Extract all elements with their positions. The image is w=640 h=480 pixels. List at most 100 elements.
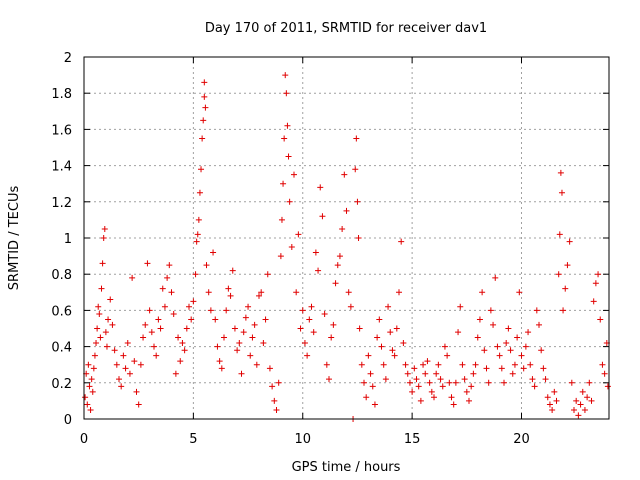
- y-tick-label: 0.8: [51, 268, 72, 283]
- data-point: [385, 303, 392, 310]
- data-point: [365, 352, 372, 359]
- data-point: [247, 352, 254, 359]
- data-point: [371, 401, 378, 408]
- y-tick-label: 0.6: [51, 304, 72, 319]
- data-point: [601, 370, 608, 377]
- data-point: [356, 325, 363, 332]
- data-point: [424, 358, 431, 365]
- data-point: [544, 394, 551, 401]
- data-point: [428, 388, 435, 395]
- data-point: [161, 303, 168, 310]
- data-point: [278, 216, 285, 223]
- data-point: [216, 358, 223, 365]
- data-point: [135, 401, 142, 408]
- data-point: [124, 339, 131, 346]
- data-point: [200, 117, 207, 124]
- data-point: [299, 307, 306, 314]
- data-point: [111, 347, 118, 354]
- data-point: [236, 339, 243, 346]
- data-point: [509, 370, 516, 377]
- data-point: [205, 289, 212, 296]
- data-point: [312, 249, 319, 256]
- data-point: [562, 285, 569, 292]
- data-point: [531, 383, 538, 390]
- data-point: [339, 225, 346, 232]
- data-point: [153, 352, 160, 359]
- data-point: [551, 388, 558, 395]
- x-axis-label: GPS time / hours: [292, 460, 401, 475]
- data-point: [514, 334, 521, 341]
- data-point: [446, 379, 453, 386]
- data-point: [380, 361, 387, 368]
- data-point: [218, 365, 225, 372]
- data-point: [516, 289, 523, 296]
- data-point: [472, 361, 479, 368]
- data-point: [306, 316, 313, 323]
- data-point: [343, 207, 350, 214]
- data-point: [529, 376, 536, 383]
- data-point: [503, 339, 510, 346]
- data-point: [378, 343, 385, 350]
- data-point: [391, 352, 398, 359]
- data-point: [435, 361, 442, 368]
- data-point: [210, 249, 217, 256]
- data-point: [116, 376, 122, 383]
- data-point: [415, 383, 422, 390]
- data-point: [258, 289, 265, 296]
- data-point: [459, 361, 466, 368]
- data-point: [457, 303, 464, 310]
- data-point: [452, 379, 459, 386]
- data-point: [352, 166, 359, 173]
- data-point: [91, 352, 98, 359]
- data-point: [347, 303, 354, 310]
- data-point: [498, 365, 505, 372]
- data-point: [271, 397, 278, 404]
- data-point: [468, 383, 475, 390]
- data-point: [411, 365, 418, 372]
- data-point: [330, 321, 337, 328]
- data-point: [441, 343, 448, 350]
- data-point: [353, 135, 360, 142]
- data-point: [571, 406, 577, 413]
- y-tick-label: 1.4: [51, 160, 72, 175]
- y-tick-label: 0.2: [51, 377, 72, 392]
- data-point: [455, 329, 462, 336]
- data-point: [494, 343, 501, 350]
- data-point: [540, 365, 547, 372]
- y-tick-label: 1.8: [51, 87, 72, 102]
- x-tick-label: 0: [80, 432, 88, 447]
- data-point: [280, 180, 287, 187]
- data-point: [242, 314, 249, 321]
- data-point: [584, 394, 591, 401]
- data-point: [249, 334, 256, 341]
- data-point: [358, 361, 365, 368]
- data-point: [155, 316, 162, 323]
- data-point: [264, 271, 271, 278]
- data-point: [367, 370, 374, 377]
- data-point: [308, 303, 315, 310]
- data-point: [196, 189, 203, 196]
- data-point: [90, 365, 97, 372]
- data-point: [201, 93, 208, 100]
- data-point: [387, 329, 394, 336]
- data-point: [227, 292, 234, 299]
- data-point: [382, 376, 389, 383]
- data-point: [133, 388, 140, 395]
- y-axis-label: SRMTID / TECUs: [7, 186, 22, 291]
- data-point: [556, 231, 563, 238]
- data-point: [555, 271, 562, 278]
- data-point: [293, 289, 300, 296]
- data-point: [277, 253, 284, 260]
- data-point: [507, 347, 514, 354]
- data-point: [577, 401, 584, 408]
- data-point: [439, 383, 446, 390]
- data-point: [433, 370, 440, 377]
- data-point: [97, 334, 104, 341]
- data-point: [549, 406, 556, 413]
- data-point: [492, 274, 499, 281]
- data-point: [94, 325, 101, 332]
- data-point: [404, 370, 411, 377]
- data-point: [103, 343, 110, 350]
- data-point: [284, 122, 291, 129]
